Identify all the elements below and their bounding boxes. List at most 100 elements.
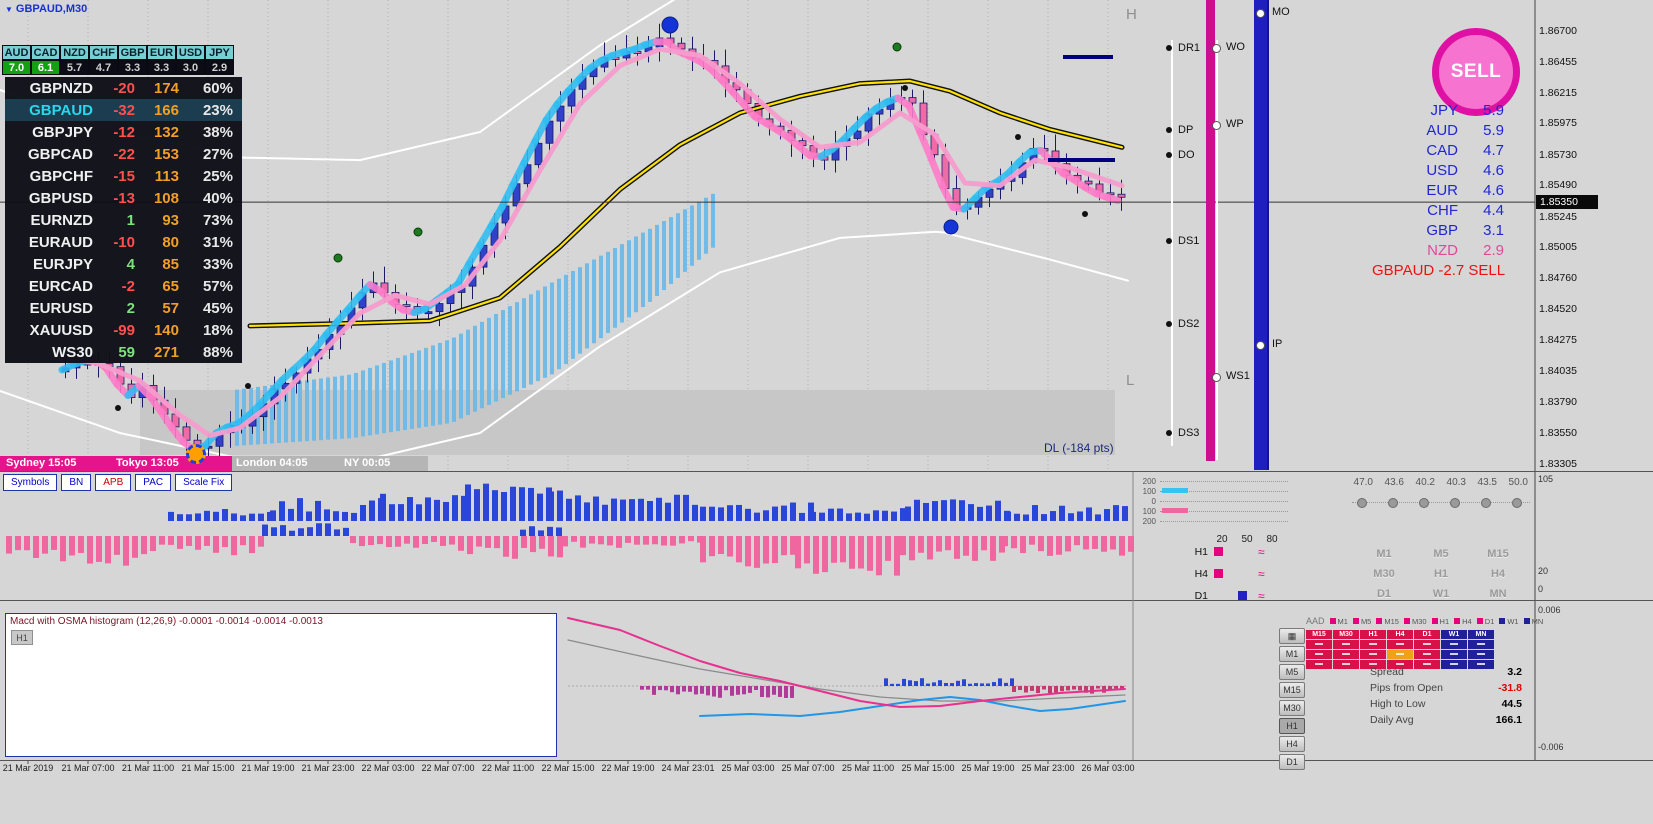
mid-dot xyxy=(1357,498,1367,508)
strength-currency: CAD xyxy=(1426,142,1458,159)
aad-legend-row: AAD M1 M5 M15 M30 H1 H4 D1 W1 MN xyxy=(1306,616,1548,626)
pair-row[interactable]: GBPJPY -12 132 38% xyxy=(5,121,242,143)
grid-header-cell: H4 xyxy=(1387,630,1413,639)
pair-symbol: WS30 xyxy=(52,343,93,361)
stat-label: Daily Avg xyxy=(1370,714,1414,726)
strength-row: CHF 4.4 xyxy=(1406,202,1504,222)
osc-down-chip xyxy=(1162,508,1188,513)
pair-symbol: GBPCHF xyxy=(29,167,93,185)
grid-cell-tick xyxy=(1315,663,1323,665)
tf-button-m5[interactable]: M5 xyxy=(1279,664,1305,680)
pair-range: 85 xyxy=(162,255,179,273)
pair-row[interactable]: EURAUD -10 80 31% xyxy=(5,231,242,253)
strength-value: 4.6 xyxy=(1483,182,1504,199)
osc-scale-line xyxy=(1160,511,1288,512)
high-marker: H xyxy=(1126,6,1137,23)
toolbar-button-pac[interactable]: PAC xyxy=(135,474,172,491)
pair-percent: 25% xyxy=(202,167,233,185)
strength-currency: CHF xyxy=(1427,202,1458,219)
tf-button-d1[interactable]: D1 xyxy=(1279,754,1305,770)
toolbar-button-bn[interactable]: BN xyxy=(61,474,92,491)
osc-scale-label: 100 xyxy=(1142,507,1156,516)
strength-currency: AUD xyxy=(1426,122,1458,139)
aad-item: MN xyxy=(1523,617,1543,626)
tf-button-m30[interactable]: M30 xyxy=(1279,700,1305,716)
pair-row[interactable]: EURCAD -2 65 57% xyxy=(5,275,242,297)
osc-scale-label: 200 xyxy=(1142,517,1156,526)
strength-row: NZD 2.9 xyxy=(1406,242,1504,262)
pair-percent: 60% xyxy=(202,79,233,97)
matrix-value-cell: 3.0 xyxy=(176,60,205,75)
time-axis-label: 22 Mar 03:00 xyxy=(361,763,415,773)
aad-label: AAD xyxy=(1306,616,1325,626)
pair-row[interactable]: GBPAUD -32 166 23% xyxy=(5,99,242,121)
pair-row[interactable]: GBPUSD -13 108 40% xyxy=(5,187,242,209)
pair-row[interactable]: EURUSD 2 57 45% xyxy=(5,297,242,319)
pair-row[interactable]: WS30 59 271 88% xyxy=(5,341,242,363)
session-item: Sydney 15:05 xyxy=(6,457,77,469)
price-axis-label: 1.86215 xyxy=(1539,86,1577,99)
matrix-header-cell: CHF xyxy=(89,45,118,60)
aad-square xyxy=(1431,618,1438,624)
strength-row: AUD 5.9 xyxy=(1406,122,1504,142)
tf-button-h4[interactable]: H4 xyxy=(1279,736,1305,752)
tf-button-m15[interactable]: M15 xyxy=(1279,682,1305,698)
mid-number: 40.3 xyxy=(1446,477,1466,488)
price-axis-label: 1.84035 xyxy=(1539,364,1577,377)
tf-row-square xyxy=(1238,591,1247,600)
pair-symbol: XAUUSD xyxy=(29,321,93,339)
pair-percent: 31% xyxy=(202,233,233,251)
tf-row-square xyxy=(1214,569,1223,578)
mid-dot xyxy=(1512,498,1522,508)
macd-scale-top: 0.006 xyxy=(1538,605,1561,615)
pair-row[interactable]: GBPCAD -22 153 27% xyxy=(5,143,242,165)
time-axis-label: 25 Mar 19:00 xyxy=(961,763,1015,773)
pairs-panel: GBPNZD -20 174 60% GBPAUD -32 166 23% GBPJPY -12 1… xyxy=(5,77,242,363)
weekly-levels-line xyxy=(1216,40,1218,460)
macd-timeframe-chip: H1 xyxy=(11,630,33,645)
pair-change: -12 xyxy=(113,123,135,141)
tf-button-m1[interactable]: M1 xyxy=(1279,646,1305,662)
matrix-header-cell: JPY xyxy=(205,45,234,60)
matrix-value-cell: 3.3 xyxy=(147,60,176,75)
osc-scale-line xyxy=(1160,501,1288,502)
price-axis-label: 1.85975 xyxy=(1539,117,1577,130)
grid-cell xyxy=(1306,660,1332,669)
pair-range: 132 xyxy=(153,123,179,141)
monthly-level-label: MO xyxy=(1272,6,1290,18)
pair-symbol: GBPAUD xyxy=(29,101,93,119)
weekly-level-label: WP xyxy=(1226,118,1244,130)
grid-cell-tick xyxy=(1369,663,1377,665)
toolbar-button-scale-fix[interactable]: Scale Fix xyxy=(175,474,233,491)
mid-right-scale-label: 20 xyxy=(1538,566,1549,576)
chart-mode-button[interactable]: ▦ xyxy=(1279,628,1305,644)
pair-change: -32 xyxy=(113,101,135,119)
pair-change: -15 xyxy=(113,167,135,185)
mid-dot xyxy=(1419,498,1429,508)
toolbar-button-apb[interactable]: APB xyxy=(95,474,132,491)
pair-row[interactable]: EURJPY 4 85 33% xyxy=(5,253,242,275)
grid-cell-tick xyxy=(1342,653,1350,655)
toolbar-button-symbols[interactable]: Symbols xyxy=(3,474,58,491)
grid-cell-tick xyxy=(1369,653,1377,655)
tf-grid-label: H4 xyxy=(1490,568,1506,580)
main-chart xyxy=(0,0,1535,470)
pair-row[interactable]: GBPCHF -15 113 25% xyxy=(5,165,242,187)
grid-cell xyxy=(1306,640,1332,649)
strength-currency: EUR xyxy=(1426,182,1458,199)
pair-row[interactable]: GBPNZD -20 174 60% xyxy=(5,77,242,99)
pair-percent: 38% xyxy=(202,123,233,141)
timeframe-button-column: ▦ M1 M5 M15 M30 H1 H4 D1 xyxy=(1279,628,1305,772)
daily-level-dot xyxy=(1166,430,1172,436)
tf-row-label: H4 xyxy=(1194,568,1208,580)
tf-button-h1[interactable]: H1 xyxy=(1279,718,1305,734)
grid-header-cell: M15 xyxy=(1306,630,1332,639)
session-bg-asia xyxy=(0,456,232,471)
grid-cell xyxy=(1414,650,1440,659)
grid-cell xyxy=(1441,650,1467,659)
macd-title: Macd with OSMA histogram (12,26,9) -0.00… xyxy=(10,616,323,627)
osc-scale-line xyxy=(1160,481,1288,482)
pair-row[interactable]: XAUUSD -99 140 18% xyxy=(5,319,242,341)
pair-range: 65 xyxy=(162,277,179,295)
pair-row[interactable]: EURNZD 1 93 73% xyxy=(5,209,242,231)
